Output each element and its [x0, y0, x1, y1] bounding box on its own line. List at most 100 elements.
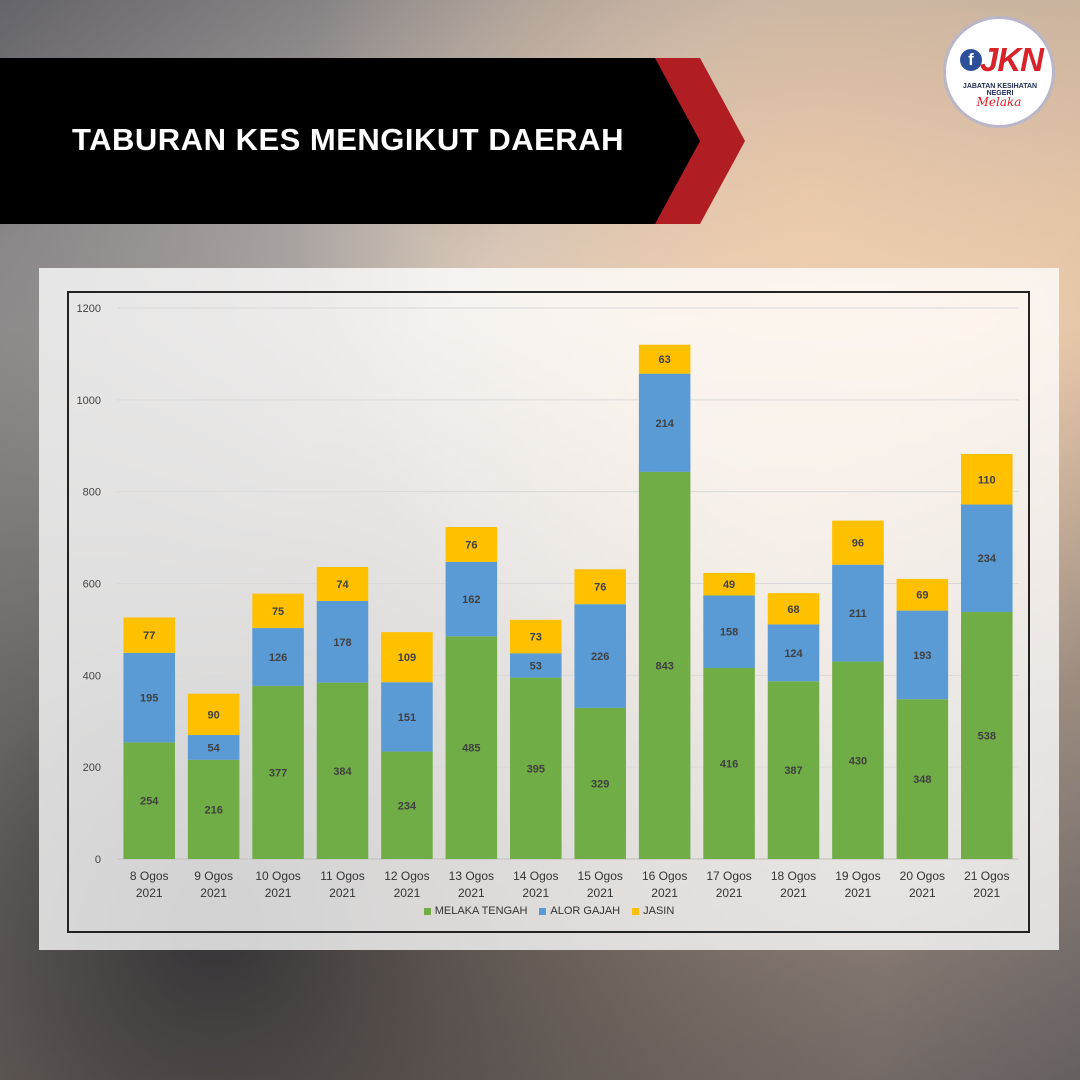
y-tick-label: 1200	[77, 303, 101, 315]
data-label: 74	[336, 579, 349, 591]
bar-segment	[316, 566, 369, 601]
data-label: 54	[208, 742, 221, 754]
data-label: 77	[143, 630, 155, 642]
x-tick-label: 15 Ogos	[578, 869, 623, 883]
bar-segment	[123, 742, 175, 859]
chart-frame	[67, 291, 1030, 933]
x-tick-label: 21 Ogos	[964, 869, 1009, 883]
data-label: 485	[462, 743, 480, 755]
x-tick-label: 13 Ogos	[449, 869, 494, 883]
data-label: 416	[720, 758, 738, 770]
y-tick-label: 600	[83, 579, 101, 591]
x-tick-label: 10 Ogos	[255, 869, 300, 883]
x-tick-label: 2021	[136, 886, 163, 900]
legend-item: ALOR GAJAH	[539, 905, 620, 917]
x-tick-label: 20 Ogos	[900, 869, 945, 883]
bar-segment	[187, 735, 240, 760]
data-label: 162	[462, 594, 480, 606]
data-label: 214	[655, 418, 674, 430]
bar-segment	[896, 699, 949, 859]
x-tick-label: 2021	[651, 886, 678, 900]
data-label: 158	[720, 627, 738, 639]
data-label: 538	[978, 730, 996, 742]
bar-segment	[832, 564, 884, 662]
y-tick-label: 0	[95, 854, 101, 866]
bar-segment	[703, 595, 755, 668]
data-label: 109	[398, 652, 416, 664]
bar-segment	[445, 636, 498, 859]
data-label: 151	[398, 712, 416, 724]
data-label: 430	[849, 755, 867, 767]
data-label: 76	[465, 539, 477, 551]
x-tick-label: 2021	[200, 886, 227, 900]
x-tick-label: 2021	[394, 886, 421, 900]
y-tick-label: 800	[83, 487, 101, 499]
x-tick-label: 9 Ogos	[194, 869, 233, 883]
legend-item: JASIN	[632, 905, 674, 917]
legend-swatch	[632, 907, 640, 915]
stacked-bar-chart: 0 200 400 600 800 1000 1200 254 195 77 8 Ogos 2021 2…	[67, 291, 1030, 933]
data-label: 234	[978, 553, 997, 565]
bar-segment	[896, 578, 949, 611]
data-label: 90	[208, 709, 220, 721]
data-label: 126	[269, 652, 287, 664]
x-tick-label: 2021	[845, 886, 872, 900]
x-tick-label: 12 Ogos	[384, 869, 429, 883]
data-label: 329	[591, 778, 609, 790]
bar-segment	[832, 661, 884, 859]
x-tick-label: 8 Ogos	[130, 869, 169, 883]
bar-segment	[767, 681, 820, 859]
data-label: 63	[659, 354, 671, 366]
data-label: 216	[204, 804, 222, 816]
bar-segment	[381, 682, 433, 752]
data-label: 69	[916, 590, 928, 602]
data-label: 226	[591, 651, 609, 663]
title-banner	[0, 58, 745, 224]
bar-segment	[510, 619, 562, 654]
legend-item: MELAKA TENGAH	[423, 905, 527, 917]
data-label: 234	[398, 800, 417, 812]
data-label: 68	[787, 604, 799, 616]
bar-segment	[703, 667, 755, 859]
bar-segment	[703, 572, 755, 596]
bar-segment	[252, 685, 304, 859]
x-tick-label: 14 Ogos	[513, 869, 558, 883]
bar-segment	[767, 624, 820, 682]
data-label: 76	[594, 582, 606, 594]
chart-panel: 0 200 400 600 800 1000 1200 254 195 77 8 Ogos 2021 2…	[39, 268, 1059, 950]
banner-body	[0, 58, 700, 224]
bar-segment	[316, 600, 369, 683]
bar-segment	[510, 677, 562, 859]
x-tick-label: 2021	[329, 886, 356, 900]
data-label: 348	[913, 774, 931, 786]
bar-segment	[252, 593, 304, 629]
bar-segment	[445, 561, 498, 637]
legend-swatch	[539, 907, 547, 915]
bar-segment	[638, 471, 691, 859]
data-label: 377	[269, 767, 287, 779]
legend-label: JASIN	[643, 905, 675, 917]
bar-segment	[187, 693, 240, 736]
logo-script: Melaka	[976, 95, 1022, 109]
bar-segment	[510, 653, 562, 678]
chart-legend: MELAKA TENGAH ALOR GAJAH JASIN	[39, 905, 1059, 917]
bar-segment	[187, 759, 240, 859]
data-label: 49	[723, 579, 735, 591]
facebook-icon: f	[960, 49, 982, 71]
data-label: 195	[140, 693, 158, 705]
data-label: 387	[784, 765, 802, 777]
data-label: 384	[333, 766, 352, 778]
bar-segment	[123, 652, 175, 743]
data-label: 110	[978, 474, 996, 486]
bar-segment	[316, 682, 369, 859]
x-tick-label: 2021	[587, 886, 614, 900]
logo-subtitle: JABATAN KESIHATAN NEGERI	[962, 83, 1038, 97]
y-tick-label: 200	[83, 762, 101, 774]
data-label: 193	[913, 650, 931, 662]
data-label: 75	[272, 606, 284, 618]
bar-segment	[961, 611, 1013, 859]
bar-segment	[574, 707, 626, 859]
bar-segment	[252, 628, 304, 686]
logo-mark-text: JKN	[980, 41, 1044, 78]
x-tick-label: 2021	[780, 886, 807, 900]
